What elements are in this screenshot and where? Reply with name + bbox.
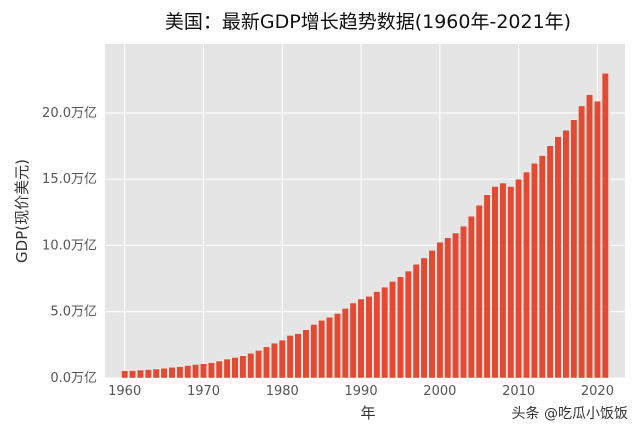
bar-1999 [428,250,436,379]
bar-1960 [121,370,129,379]
bar-2004 [467,215,475,379]
bar-1973 [223,358,231,379]
bar-1977 [255,350,263,379]
bar-2002 [452,232,460,379]
bar-2000 [436,241,444,379]
bar-2021 [601,73,609,379]
plot-area [105,44,625,378]
bar-1964 [152,368,160,379]
bar-1974 [231,357,239,379]
bar-1962 [137,369,144,379]
bar-1969 [192,364,200,379]
bar-1986 [326,316,333,379]
x-tick-label: 1980 [266,384,299,399]
y-axis-ticks: 0.0万亿 5.0万亿 10.0万亿 15.0万亿 20.0万亿 [42,106,97,386]
bars [121,73,609,379]
bar-1988 [341,308,349,379]
x-tick-label: 2020 [581,384,614,399]
x-tick-label: 1960 [108,384,141,399]
bar-1990 [357,298,365,379]
bar-1989 [349,302,357,379]
bar-2008 [499,182,507,379]
bar-1995 [397,276,404,379]
bar-1966 [168,367,176,379]
bar-2019 [586,94,593,379]
bar-1981 [286,335,294,379]
bar-2005 [475,204,483,379]
bar-2017 [570,119,578,379]
watermark-text: 头条 @吃瓜小饭饭 [512,405,628,422]
y-tick-label: 10.0万亿 [42,238,97,253]
y-axis-label: GDP(现价美元) [13,159,31,263]
x-tick-label: 2000 [423,384,456,399]
bar-1961 [129,370,137,379]
bar-1970 [200,363,207,379]
bar-2006 [483,194,491,379]
bar-2015 [554,136,562,379]
bar-1982 [294,333,302,379]
bar-1994 [389,281,397,379]
bar-1997 [412,264,420,379]
bar-1965 [160,367,168,379]
bar-1971 [207,362,215,379]
bar-1980 [278,339,286,379]
bar-2014 [546,145,554,379]
bar-1993 [381,286,389,379]
y-tick-label: 15.0万亿 [42,172,97,187]
x-axis-label: 年 [360,404,375,422]
bar-1976 [247,353,255,379]
bar-1983 [302,329,310,379]
bar-2003 [460,225,467,379]
bar-1996 [404,270,412,379]
bar-1984 [310,324,318,379]
bar-1987 [333,313,341,379]
y-tick-label: 20.0万亿 [42,106,97,121]
bar-1972 [215,360,223,379]
y-tick-label: 0.0万亿 [50,371,97,386]
x-tick-label: 1970 [187,384,220,399]
bar-2012 [530,163,538,379]
bar-1991 [365,296,373,379]
bar-1979 [270,342,278,379]
bar-1975 [239,355,247,379]
bar-2011 [523,171,530,379]
bar-2020 [593,100,601,379]
y-tick-label: 5.0万亿 [50,305,97,320]
bar-1998 [420,257,428,379]
x-tick-label: 1990 [345,384,378,399]
bar-1978 [263,346,270,379]
bar-2007 [491,186,499,379]
bar-2016 [562,129,570,379]
bar-1985 [318,320,326,379]
bar-2009 [507,186,515,379]
bar-1968 [184,365,192,379]
bar-2010 [515,178,523,379]
bar-1963 [144,369,152,379]
x-tick-label: 2010 [502,384,535,399]
chart-title: 美国：最新GDP增长趋势数据(1960年-2021年) [165,11,571,33]
bar-2013 [538,155,546,379]
bar-2001 [444,237,452,379]
x-axis-ticks: 1960 1970 1980 1990 2000 2010 2020 [108,384,614,399]
bar-2018 [578,105,586,379]
bar-1992 [373,291,381,379]
bar-1967 [176,366,184,379]
